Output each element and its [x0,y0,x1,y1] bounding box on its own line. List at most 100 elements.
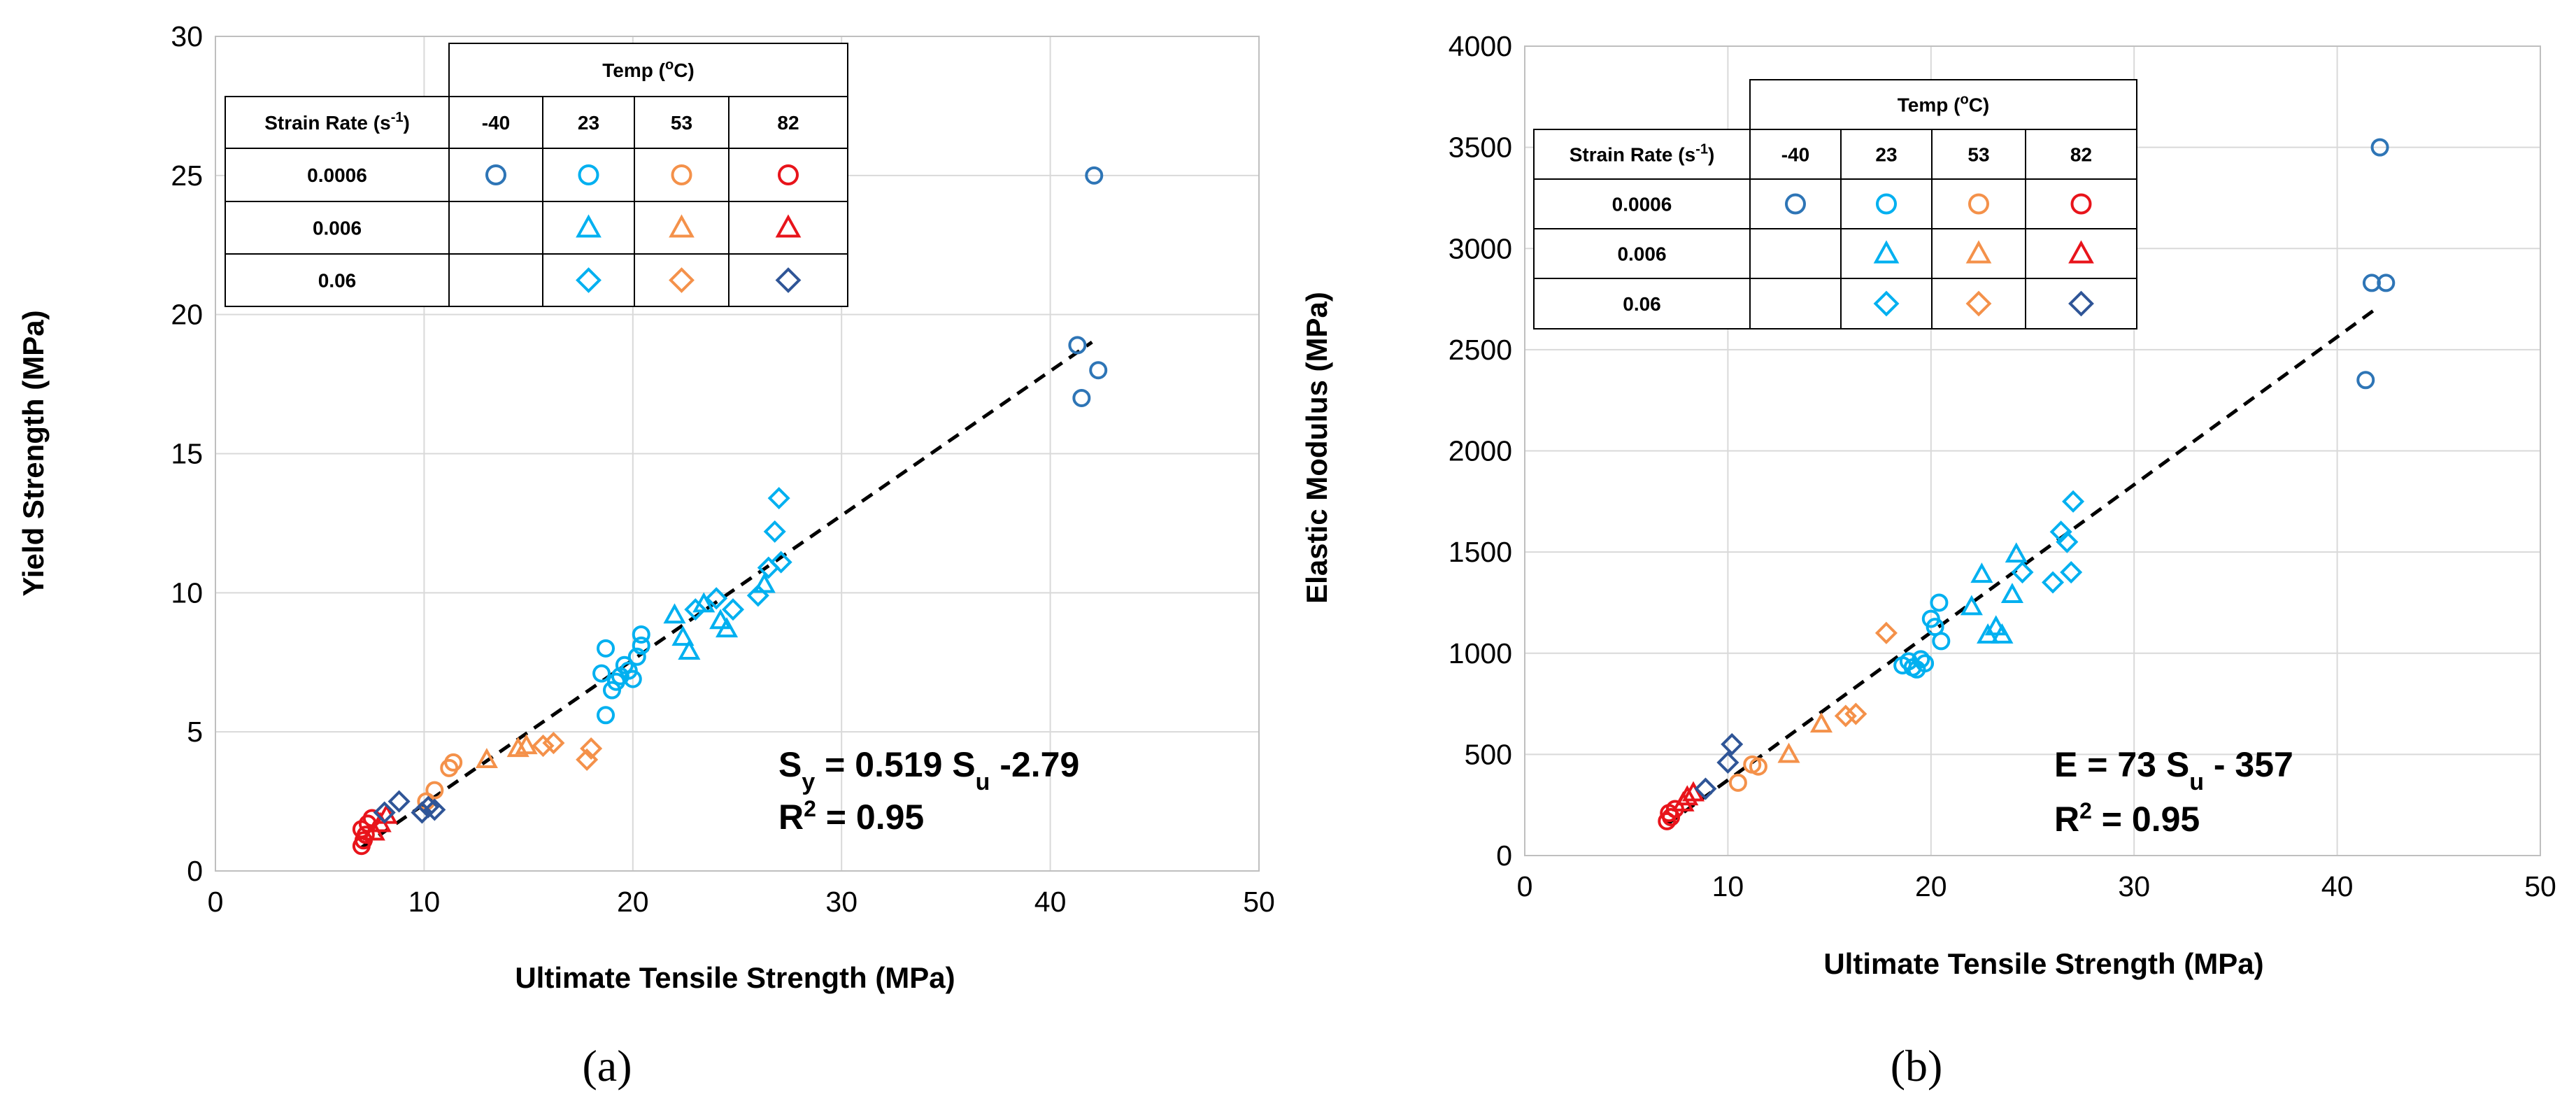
legend-marker-triangle [2068,240,2094,264]
equation-part: - 357 [2204,745,2293,784]
data-point-triangle [1970,562,1993,583]
data-point-diamond [767,487,790,510]
data-point-circle [444,753,463,772]
data-point-triangle [2000,583,2024,603]
data-point-circle [623,669,642,688]
legend-marker-circle [1785,193,1806,215]
r2-part: = 0.95 [2092,800,2200,839]
data-point-diamond [2060,561,2083,584]
data-point-diamond [542,732,565,755]
r2-superscript: 2 [2079,798,2092,823]
data-point-diamond [1716,751,1739,774]
data-point-diamond [1694,777,1717,800]
equation-subscript: u [2189,769,2204,795]
legend-marker-circle [778,164,799,185]
data-point-circle [1068,336,1087,355]
data-point-triangle [1984,615,2007,636]
temp-label: Temp ( [1898,94,1961,116]
data-point-circle [627,647,646,666]
data-point-circle [1749,757,1767,776]
x-tick-label: 50 [2524,870,2556,902]
equation-part: S [778,745,802,784]
legend-marker-triangle [669,214,695,238]
y-tick-label: 20 [171,299,203,331]
legend-marker-circle [1876,193,1897,215]
legend-rate-1: 0.006 [1617,243,1666,265]
x-tick-label: 40 [1034,886,1067,918]
x-tick-label: 50 [1243,886,1275,918]
r2-part: R [2054,800,2079,839]
legend-temp-header: Temp (oC) [1898,92,1989,116]
legend-temp-2: 53 [1967,144,1989,166]
regression-equation: E = 73 Su - 357 [2054,745,2293,795]
legend-rate-1: 0.006 [313,218,362,239]
y-tick-label: 1500 [1449,536,1512,568]
data-point-diamond [1844,702,1867,725]
legend-marker-diamond [1873,290,1900,317]
y-tick-label: 2000 [1449,435,1512,467]
rate-label: Strain Rate (s [264,112,391,134]
y-tick-label: 30 [171,20,203,52]
legend-marker-diamond [1965,290,1992,317]
x-axis-label: Ultimate Tensile Strength (MPa) [515,961,955,994]
equation-subscript: y [802,769,815,795]
data-point-diamond [2042,571,2065,594]
data-point-circle [1728,773,1747,792]
data-point-triangle [475,748,498,769]
data-point-diamond [684,598,707,621]
legend-marker-triangle [576,214,602,238]
data-point-circle [1916,654,1935,673]
legend-marker-circle [671,164,692,185]
legend-marker-circle [1968,193,1989,215]
plot-area-border [215,36,1260,872]
data-point-circle [597,706,615,725]
rate-label: Strain Rate (s [1570,144,1696,166]
equation-part: E = 73 S [2054,745,2189,784]
data-point-circle [1085,166,1104,185]
data-point-diamond [722,598,745,621]
x-tick-label: 10 [1712,870,1744,902]
x-tick-label: 0 [208,886,224,918]
data-point-triangle [1809,712,1833,733]
legend-table: Temp (oC) Strain Rate (s-1) -40 23 53 82 0.000… [225,43,848,307]
equation-subscript: u [976,769,990,795]
trendline [360,341,1093,849]
y-axis-label: Elastic Modulus (MPa) [1300,292,1333,604]
data-point-diamond [2056,530,2079,553]
y-axis-label: Yield Strength (MPa) [17,310,50,596]
legend-marker-triangle [1873,240,1900,264]
temp-label: Temp ( [602,59,665,81]
legend-marker-diamond [2068,290,2094,317]
data-point-circle [2356,371,2375,390]
data-point-triangle [1960,595,1983,616]
legend-temp-3: 82 [2070,144,2092,166]
data-point-diamond [423,798,446,821]
data-point-circle [1932,632,1951,651]
r-squared: R2 = 0.95 [778,796,924,837]
r2-superscript: 2 [804,796,816,821]
legend-marker-circle [2070,193,2092,215]
rate-close: ) [403,112,409,134]
legend-rate-header: Strain Rate (s-1) [1570,142,1715,166]
legend-marker-triangle [1965,240,1992,264]
data-point-triangle [716,617,739,638]
r-squared: R2 = 0.95 [2054,798,2200,839]
data-point-circle [2370,138,2389,157]
data-point-triangle [753,572,776,593]
legend-temp-header: Temp (oC) [602,57,694,81]
data-point-circle [2377,274,2396,292]
data-point-diamond [580,737,603,760]
data-point-diamond [387,790,411,813]
data-point-diamond [746,584,769,607]
panel-label: (a) [582,1041,632,1091]
data-point-triangle [678,639,701,660]
data-point-diamond [2062,490,2085,513]
data-point-circle [1089,361,1108,380]
x-tick-label: 30 [2118,870,2150,902]
y-tick-label: 0 [187,855,203,887]
y-tick-label: 4000 [1449,30,1512,62]
data-point-diamond [1874,621,1898,644]
data-point-diamond [2049,520,2072,544]
regression-equation: Sy = 0.519 Su -2.79 [778,745,1079,795]
x-tick-label: 20 [1915,870,1947,902]
